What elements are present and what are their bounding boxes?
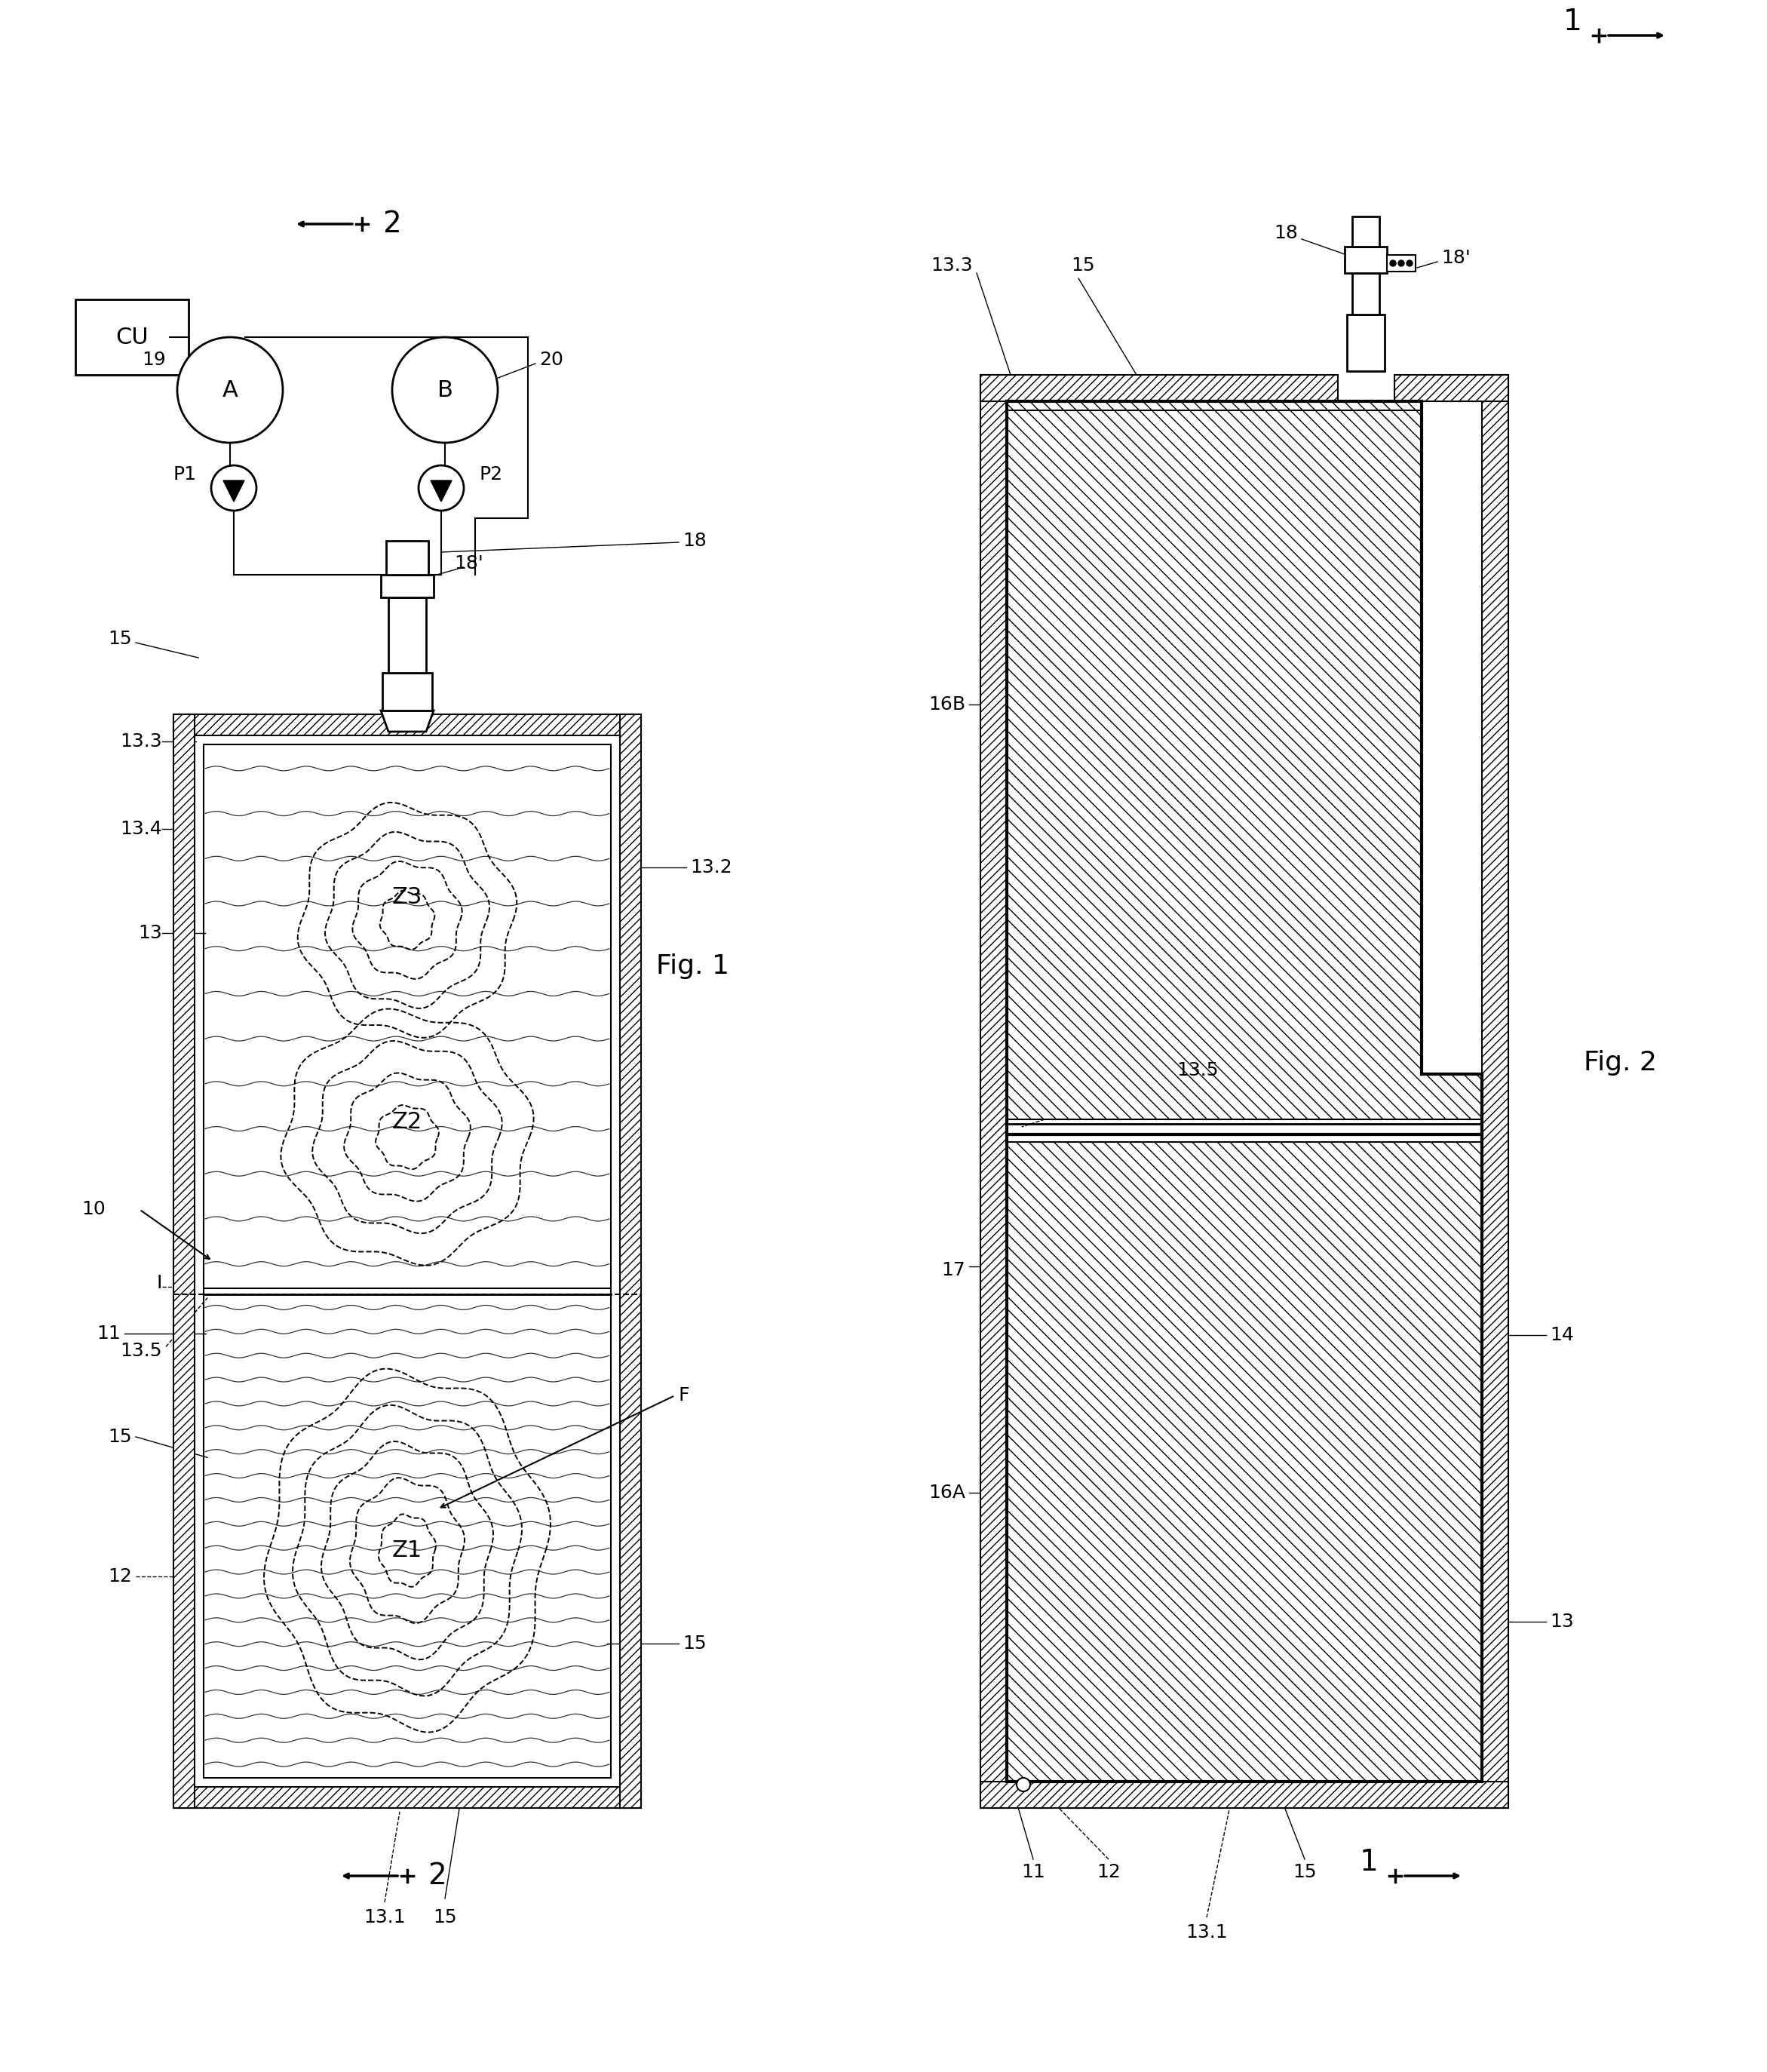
Text: 16A: 16A	[928, 1484, 965, 1502]
Text: 11: 11	[1021, 1863, 1044, 1881]
Text: 12: 12	[108, 1566, 133, 1585]
Text: 15: 15	[433, 1908, 458, 1927]
Text: 18': 18'	[454, 555, 482, 572]
Text: 10: 10	[81, 1200, 106, 1218]
Text: 13.3: 13.3	[120, 733, 163, 750]
Text: 18: 18	[682, 533, 707, 549]
Polygon shape	[1007, 402, 1483, 1119]
Text: P1: P1	[173, 466, 196, 483]
Polygon shape	[173, 1786, 641, 1809]
Text: 11: 11	[97, 1324, 120, 1343]
Circle shape	[1016, 1778, 1030, 1792]
Text: 1: 1	[1564, 8, 1581, 35]
Text: 13.1: 13.1	[1186, 1923, 1228, 1941]
Text: Z3: Z3	[392, 887, 422, 908]
Circle shape	[419, 466, 463, 510]
Text: 12: 12	[1097, 1863, 1120, 1881]
Polygon shape	[382, 711, 433, 731]
Polygon shape	[1007, 1142, 1483, 1782]
Bar	[1346, 315, 1385, 371]
Text: 15: 15	[1293, 1863, 1316, 1881]
Polygon shape	[981, 375, 1338, 402]
Bar	[382, 673, 433, 711]
Text: 19: 19	[141, 350, 166, 369]
Text: 18: 18	[1274, 224, 1299, 242]
Text: I: I	[157, 1274, 163, 1291]
Text: 1: 1	[1359, 1848, 1378, 1877]
Text: 14: 14	[1550, 1326, 1574, 1345]
Polygon shape	[1483, 375, 1509, 1809]
Text: 15: 15	[108, 630, 133, 649]
Polygon shape	[431, 481, 452, 501]
Text: 15: 15	[1071, 257, 1096, 276]
Text: 15: 15	[108, 1428, 133, 1446]
Text: 2: 2	[428, 1861, 447, 1890]
Polygon shape	[173, 715, 194, 1809]
Circle shape	[1398, 261, 1405, 267]
Text: 2: 2	[383, 209, 401, 238]
Circle shape	[1391, 261, 1396, 267]
Text: 18': 18'	[1442, 249, 1470, 267]
Text: P2: P2	[479, 466, 502, 483]
Text: CU: CU	[115, 325, 148, 348]
Bar	[387, 541, 428, 574]
Text: 15: 15	[682, 1635, 707, 1653]
Text: 13: 13	[138, 924, 163, 943]
Polygon shape	[1394, 375, 1509, 402]
Text: 13: 13	[1550, 1612, 1574, 1631]
Text: B: B	[436, 379, 452, 400]
Polygon shape	[223, 481, 244, 501]
Text: A: A	[223, 379, 239, 400]
Polygon shape	[173, 715, 641, 736]
Bar	[1352, 215, 1380, 247]
Polygon shape	[981, 375, 1007, 1809]
Bar	[389, 597, 426, 673]
Circle shape	[1407, 261, 1412, 267]
Text: 13.5: 13.5	[1177, 1061, 1219, 1080]
Text: 13.1: 13.1	[364, 1908, 406, 1927]
Bar	[1352, 274, 1380, 315]
Text: 16B: 16B	[928, 696, 965, 713]
Text: 20: 20	[539, 350, 564, 369]
Text: Fig. 2: Fig. 2	[1583, 1051, 1657, 1075]
Circle shape	[392, 338, 498, 443]
Bar	[203, 744, 611, 1778]
Text: 13.4: 13.4	[120, 821, 163, 839]
Circle shape	[212, 466, 256, 510]
Polygon shape	[620, 715, 641, 1809]
Text: Z2: Z2	[392, 1111, 422, 1133]
Bar	[76, 300, 189, 375]
Text: F: F	[679, 1386, 689, 1405]
Bar	[382, 574, 433, 597]
Text: 13.3: 13.3	[931, 257, 974, 276]
Text: Fig. 1: Fig. 1	[656, 953, 730, 978]
Text: Z1: Z1	[392, 1539, 422, 1562]
Text: 13.2: 13.2	[691, 858, 732, 876]
Polygon shape	[981, 1782, 1509, 1809]
Text: 17: 17	[942, 1262, 965, 1278]
Bar	[1387, 255, 1415, 271]
Bar	[1345, 247, 1387, 274]
Text: 13.5: 13.5	[120, 1341, 163, 1359]
Circle shape	[177, 338, 283, 443]
